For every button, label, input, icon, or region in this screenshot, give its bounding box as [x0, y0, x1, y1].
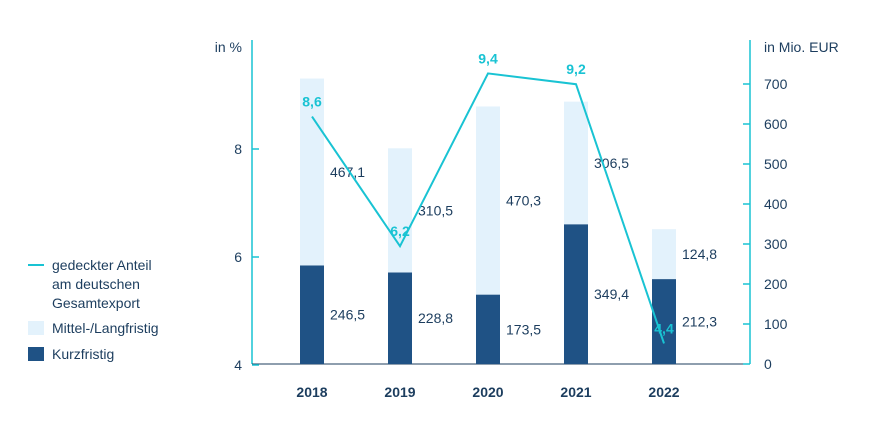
- left-tick-label: 8: [234, 141, 242, 157]
- bar-kurzfristig-2018: [300, 265, 324, 364]
- right-tick-label: 0: [764, 356, 772, 372]
- bar-mittel-langfristig-2019: [388, 148, 412, 273]
- label-kurzfristig-2022: 212,3: [682, 314, 717, 330]
- x-tick-2019: 2019: [384, 384, 415, 400]
- left-axis-unit: in %: [215, 39, 242, 55]
- line-series: 8,6 6,2 9,4 9,2 4,4: [302, 50, 674, 344]
- right-tick-label: 100: [764, 316, 788, 332]
- right-tick-label: 600: [764, 116, 788, 132]
- line-label-2022: 4,4: [654, 320, 674, 336]
- left-tick-label: 4: [234, 357, 242, 373]
- bar-mittel-langfristig-2021: [564, 101, 588, 225]
- label-mittel-langfristig-2021: 306,5: [594, 155, 629, 171]
- label-kurzfristig-2021: 349,4: [594, 286, 629, 302]
- label-mittel-langfristig-2019: 310,5: [418, 202, 453, 218]
- x-tick-2022: 2022: [648, 384, 679, 400]
- right-tick-label: 700: [764, 76, 788, 92]
- x-tick-2018: 2018: [296, 384, 327, 400]
- right-tick-label: 200: [764, 276, 788, 292]
- right-tick-label: 400: [764, 196, 788, 212]
- label-mittel-langfristig-2020: 470,3: [506, 193, 541, 209]
- line-label-2018: 8,6: [302, 94, 322, 110]
- legend-label-kurzfristig: Kurzfristig: [52, 346, 114, 362]
- legend-label-gedeckter-anteil-line-3: Gesamtexport: [52, 295, 140, 311]
- legend: gedeckter Anteil am deutschen Gesamtexport…: [28, 257, 159, 362]
- right-tick-label: 500: [764, 156, 788, 172]
- bar-labels: 246,5 467,1 228,8 310,5 173,5 470,3 349,4 306,5…: [330, 155, 717, 337]
- line-label-2020: 9,4: [478, 50, 498, 66]
- label-kurzfristig-2020: 173,5: [506, 321, 541, 337]
- label-kurzfristig-2019: 228,8: [418, 310, 453, 326]
- label-kurzfristig-2018: 246,5: [330, 307, 365, 323]
- x-tick-labels: 2018 2019 2020 2021 2022: [296, 384, 679, 400]
- left-tick-label: 6: [234, 249, 242, 265]
- x-tick-2020: 2020: [472, 384, 503, 400]
- line-label-2021: 9,2: [566, 61, 586, 77]
- legend-swatch-mittel-langfristig: [28, 321, 44, 335]
- label-mittel-langfristig-2018: 467,1: [330, 164, 365, 180]
- axes: in % in Mio. EUR 4 6 8 0 100 200 300 400 500 600 700: [215, 39, 839, 373]
- legend-label-gedeckter-anteil-line-2: am deutschen: [52, 276, 140, 292]
- bar-mittel-langfristig-2020: [476, 106, 500, 295]
- bars: [300, 78, 676, 364]
- line-gedeckter-anteil: [311, 72, 665, 344]
- legend-label-gedeckter-anteil-line-1: gedeckter Anteil: [52, 257, 152, 273]
- bar-mittel-langfristig-2018: [300, 78, 324, 266]
- label-mittel-langfristig-2022: 124,8: [682, 246, 717, 262]
- legend-label-mittel-langfristig: Mittel-/Langfristig: [52, 320, 159, 336]
- right-axis-unit: in Mio. EUR: [764, 39, 839, 55]
- bar-kurzfristig-2019: [388, 272, 412, 364]
- bar-kurzfristig-2021: [564, 224, 588, 364]
- legend-swatch-kurzfristig: [28, 347, 44, 361]
- bar-kurzfristig-2020: [476, 294, 500, 364]
- line-label-2019: 6,2: [390, 223, 410, 239]
- x-tick-2021: 2021: [560, 384, 591, 400]
- bar-mittel-langfristig-2022: [652, 229, 676, 280]
- right-tick-label: 300: [764, 236, 788, 252]
